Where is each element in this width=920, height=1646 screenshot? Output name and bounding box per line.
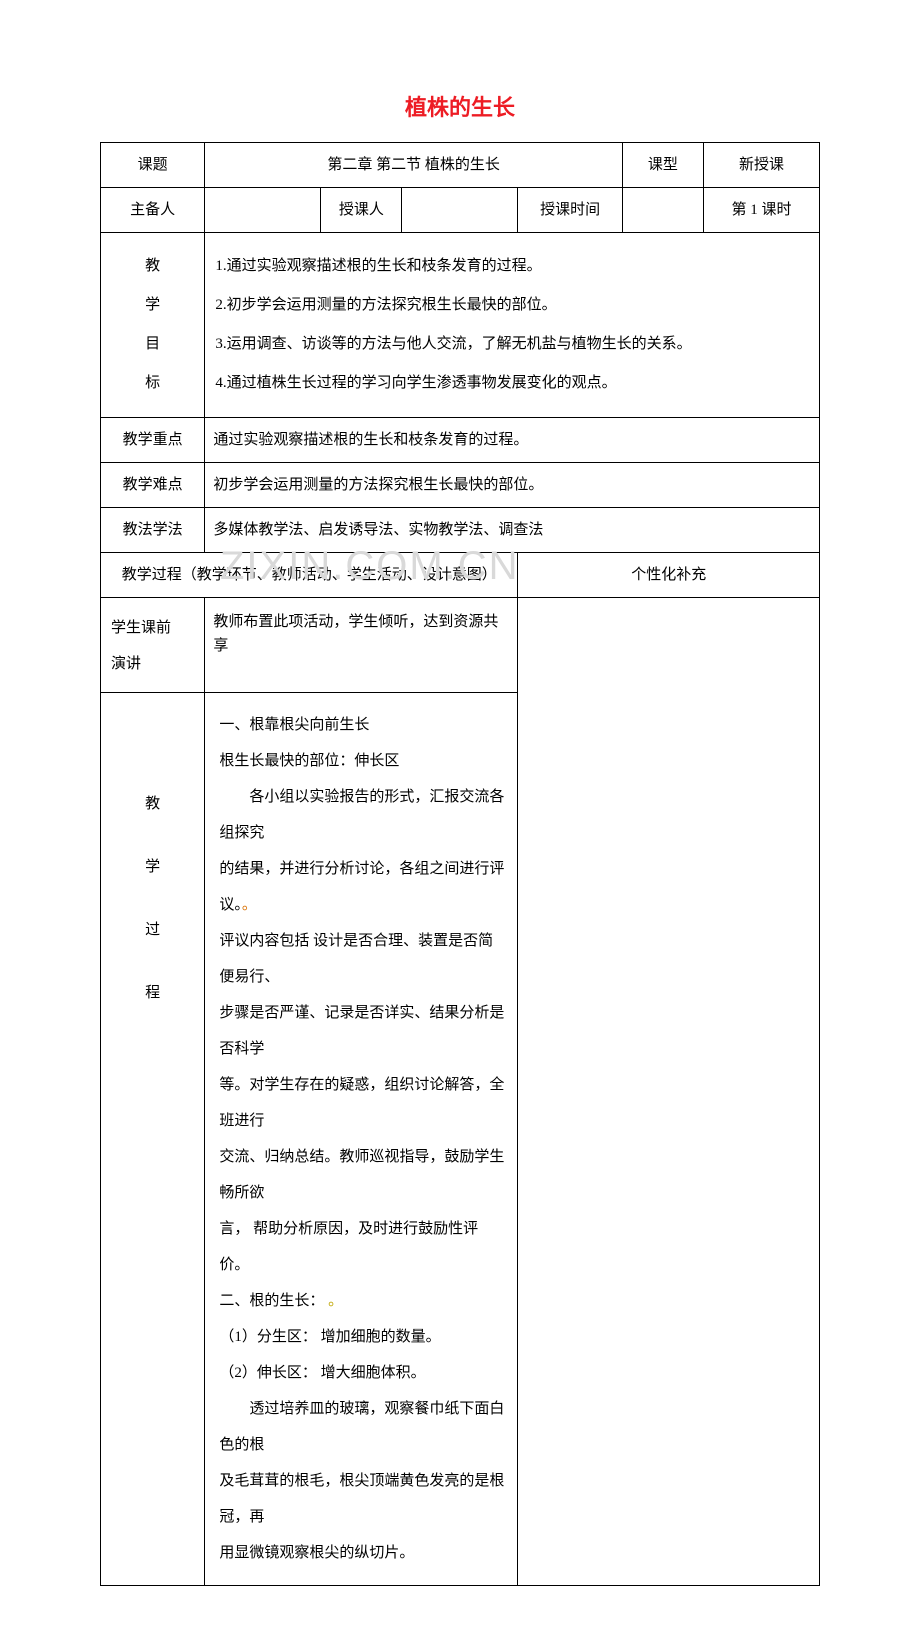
proc-l4: 程 <box>145 985 160 1001</box>
table-row: 主备人 授课人 授课时间 第 1 课时 <box>101 188 820 233</box>
table-row: 教学难点 初步学会运用测量的方法探究根生长最快的部位。 <box>101 463 820 508</box>
prelect-l2: 演讲 <box>111 656 141 672</box>
value-time <box>622 188 703 233</box>
label-proc-header-left: 教学过程（教学环节、教师活动、学生活动、设计意图） <box>101 553 518 598</box>
proc-line: 透过培养皿的玻璃，观察餐巾纸下面白色的根 <box>219 1401 504 1453</box>
value-personalized <box>518 598 820 1586</box>
obj-line: 3.运用调查、访谈等的方法与他人交流，了解无机盐与植物生长的关系。 <box>215 336 691 352</box>
label-time: 授课时间 <box>518 188 622 233</box>
label-type: 课型 <box>622 143 703 188</box>
value-focus: 通过实验观察描述根的生长和枝条发育的过程。 <box>205 418 820 463</box>
value-process: 一、根靠根尖向前生长 根生长最快的部位：伸长区 各小组以实验报告的形式，汇报交流… <box>205 693 518 1586</box>
table-row: 教学过程（教学环节、教师活动、学生活动、设计意图） 个性化补充 <box>101 553 820 598</box>
proc-line: 二、根的生长： <box>219 1293 324 1309</box>
obj-line: 4.通过植株生长过程的学习向学生渗透事物发展变化的观点。 <box>215 375 616 391</box>
label-teacher: 授课人 <box>321 188 402 233</box>
value-topic: 第二章 第二节 植株的生长 <box>205 143 622 188</box>
value-teacher <box>402 188 518 233</box>
label-prelect: 学生课前 演讲 <box>101 598 205 693</box>
label-method: 教法学法 <box>101 508 205 553</box>
dot-icon: 。 <box>328 1293 343 1309</box>
proc-line: 用显微镜观察根尖的纵切片。 <box>219 1545 414 1561</box>
prelect-l1: 学生课前 <box>111 620 171 636</box>
proc-line: 等。对学生存在的疑惑，组织讨论解答，全班进行 <box>219 1077 504 1129</box>
proc-line: （2）伸长区： 增大细胞体积。 <box>219 1365 425 1381</box>
proc-line: 的结果，并进行分析讨论，各组之间进行评议。 <box>219 861 504 913</box>
label-objectives: 教 学 目 标 <box>101 233 205 418</box>
proc-l3: 过 <box>145 922 160 938</box>
table-row: 教学重点 通过实验观察描述根的生长和枝条发育的过程。 <box>101 418 820 463</box>
dot-icon: 。 <box>242 897 257 913</box>
page-title: 植株的生长 <box>100 90 820 122</box>
proc-line: 交流、归纳总结。教师巡视指导，鼓励学生畅所欲 <box>219 1149 504 1201</box>
proc-line: 及毛茸茸的根毛，根尖顶端黄色发亮的是根冠，再 <box>219 1473 504 1525</box>
label-preparer: 主备人 <box>101 188 205 233</box>
table-row: 学生课前 演讲 教师布置此项活动，学生倾听，达到资源共享 <box>101 598 820 693</box>
value-objectives: 1.通过实验观察描述根的生长和枝条发育的过程。 2.初步学会运用测量的方法探究根… <box>205 233 820 418</box>
value-period: 第 1 课时 <box>703 188 819 233</box>
label-focus: 教学重点 <box>101 418 205 463</box>
topic-text: 第二章 第二节 植株的生长 <box>327 157 500 173</box>
obj-line: 1.通过实验观察描述根的生长和枝条发育的过程。 <box>215 258 541 274</box>
proc-line: 根生长最快的部位：伸长区 <box>219 753 399 769</box>
proc-line: （1）分生区： 增加细胞的数量。 <box>219 1329 440 1345</box>
value-type: 新授课 <box>703 143 819 188</box>
label-topic: 课题 <box>101 143 205 188</box>
value-method: 多媒体教学法、启发诱导法、实物教学法、调查法 <box>205 508 820 553</box>
proc-line: 评议内容包括 设计是否合理、装置是否简便易行、 <box>219 933 493 985</box>
obj-l3: 目 <box>145 336 160 352</box>
table-row: 教法学法 多媒体教学法、启发诱导法、实物教学法、调查法 <box>101 508 820 553</box>
label-process: 教 学 过 程 <box>101 693 205 1586</box>
value-prelect: 教师布置此项活动，学生倾听，达到资源共享 <box>205 598 518 693</box>
proc-line: 一、根靠根尖向前生长 <box>219 717 369 733</box>
proc-line: 言， 帮助分析原因，及时进行鼓励性评价。 <box>219 1221 478 1273</box>
table-row: 教 学 目 标 1.通过实验观察描述根的生长和枝条发育的过程。 2.初步学会运用… <box>101 233 820 418</box>
obj-line: 2.初步学会运用测量的方法探究根生长最快的部位。 <box>215 297 556 313</box>
value-preparer <box>205 188 321 233</box>
label-proc-header-right: 个性化补充 <box>518 553 820 598</box>
proc-line: 各小组以实验报告的形式，汇报交流各组探究 <box>219 789 504 841</box>
obj-l2: 学 <box>145 297 160 313</box>
proc-l1: 教 <box>145 796 160 812</box>
label-difficulty: 教学难点 <box>101 463 205 508</box>
proc-l2: 学 <box>145 859 160 875</box>
obj-l1: 教 <box>145 258 160 274</box>
lesson-plan-table: 课题 第二章 第二节 植株的生长 课型 新授课 主备人 授课人 授课时间 第 1… <box>100 142 820 1586</box>
obj-l4: 标 <box>145 375 160 391</box>
value-difficulty: 初步学会运用测量的方法探究根生长最快的部位。 <box>205 463 820 508</box>
proc-line: 步骤是否严谨、记录是否详实、结果分析是否科学 <box>219 1005 504 1057</box>
table-row: 课题 第二章 第二节 植株的生长 课型 新授课 <box>101 143 820 188</box>
